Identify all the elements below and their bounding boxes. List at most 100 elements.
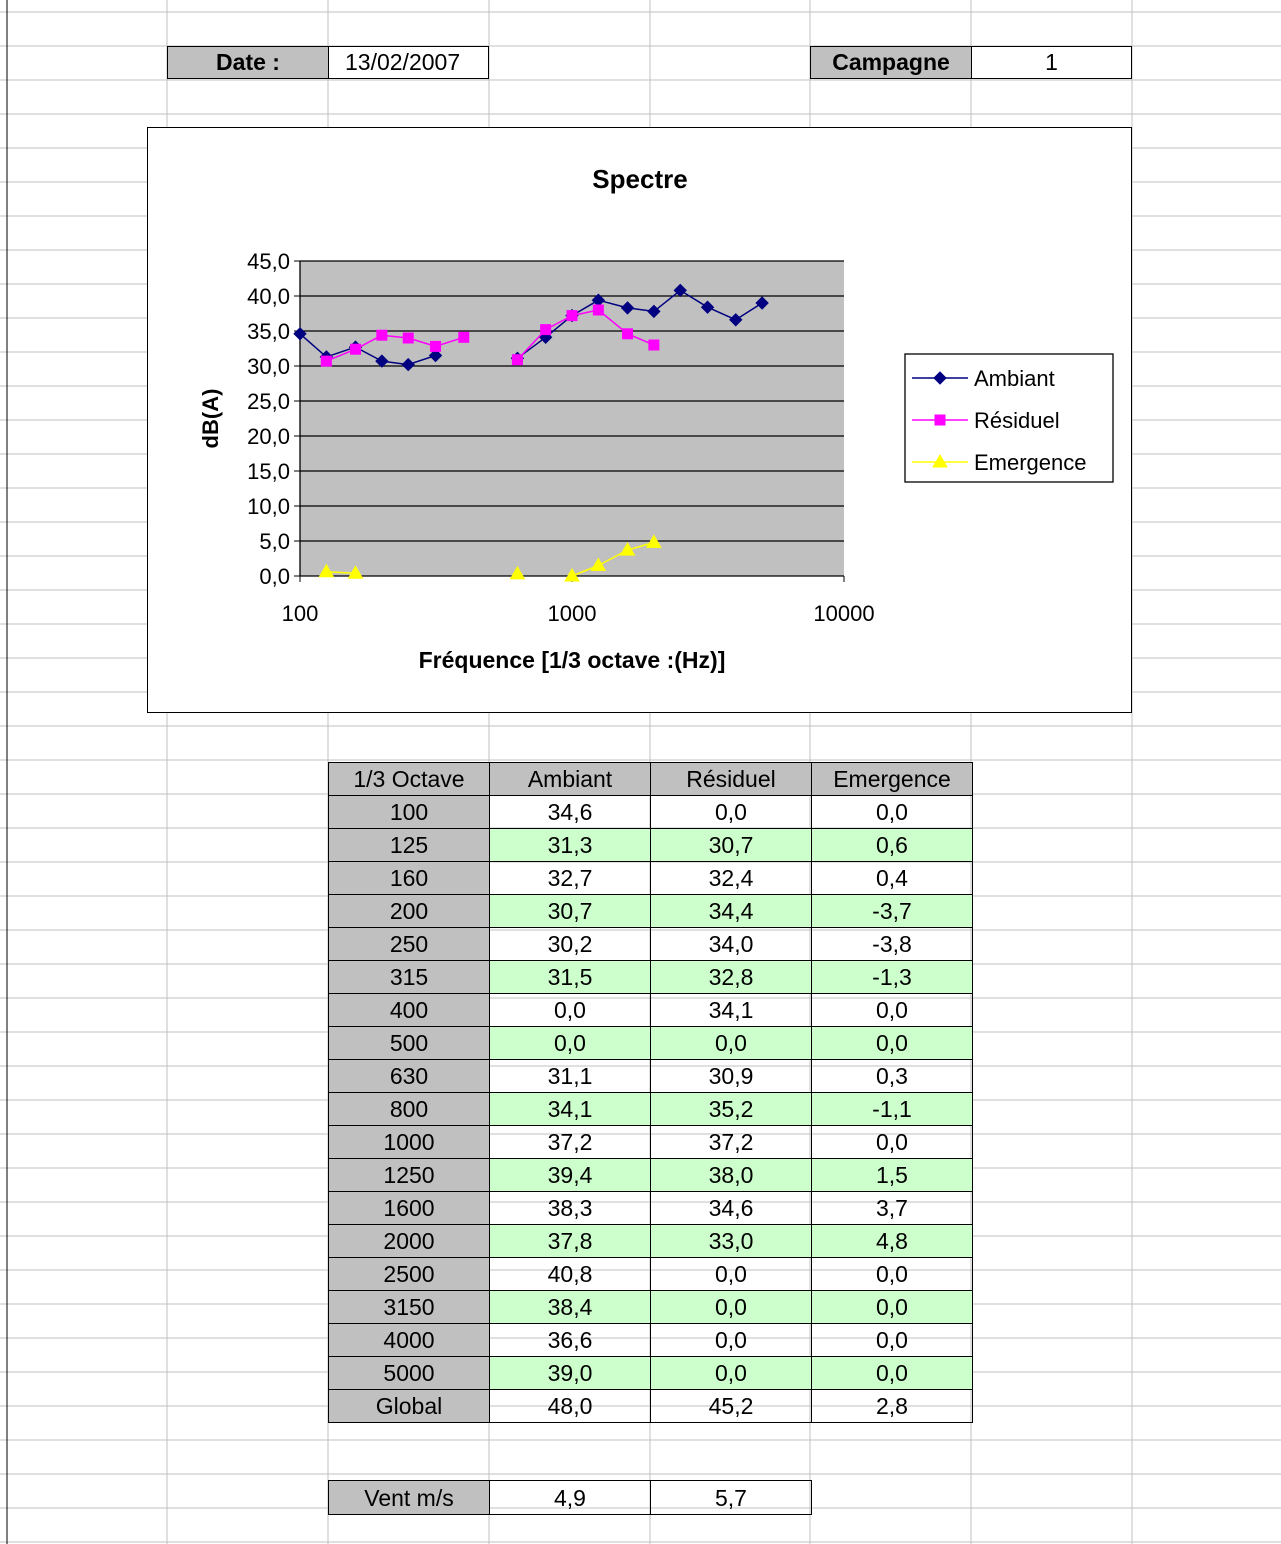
- data-point: [592, 304, 604, 316]
- table-value-cell[interactable]: 38,3: [489, 1191, 651, 1225]
- table-row: 160 32,7 32,4 0,4: [328, 861, 973, 895]
- table-value-cell[interactable]: 30,7: [650, 828, 812, 862]
- table-value-cell[interactable]: 30,2: [489, 927, 651, 961]
- table-freq-cell[interactable]: 630: [328, 1059, 490, 1093]
- table-value-cell[interactable]: 0,4: [811, 861, 973, 895]
- table-value-cell[interactable]: 31,5: [489, 960, 651, 994]
- x-tick-label: 10000: [813, 601, 874, 626]
- table-row: 400 0,0 34,1 0,0: [328, 993, 973, 1027]
- wind-residuel-value[interactable]: 5,7: [650, 1480, 812, 1515]
- table-freq-cell[interactable]: 100: [328, 795, 490, 829]
- table-freq-cell[interactable]: 5000: [328, 1356, 490, 1390]
- data-point: [755, 296, 769, 310]
- date-value[interactable]: 13/02/2007: [328, 46, 489, 79]
- table-value-cell[interactable]: 0,6: [811, 828, 973, 862]
- table-freq-cell[interactable]: 250: [328, 927, 490, 961]
- table-value-cell[interactable]: 0,0: [811, 1026, 973, 1060]
- table-value-cell[interactable]: 34,6: [489, 795, 651, 829]
- table-value-cell[interactable]: 37,2: [650, 1125, 812, 1159]
- table-value-cell[interactable]: 4,8: [811, 1224, 973, 1258]
- table-value-cell[interactable]: 48,0: [489, 1389, 651, 1423]
- table-value-cell[interactable]: 34,1: [650, 993, 812, 1027]
- table-value-cell[interactable]: 0,0: [650, 1323, 812, 1357]
- table-value-cell[interactable]: 37,8: [489, 1224, 651, 1258]
- table-value-cell[interactable]: 32,4: [650, 861, 812, 895]
- table-value-cell[interactable]: 38,4: [489, 1290, 651, 1324]
- table-value-cell[interactable]: 32,7: [489, 861, 651, 895]
- table-freq-cell[interactable]: 1000: [328, 1125, 490, 1159]
- table-value-cell[interactable]: -3,8: [811, 927, 973, 961]
- table-value-cell[interactable]: 0,0: [811, 1257, 973, 1291]
- table-value-cell[interactable]: 40,8: [489, 1257, 651, 1291]
- table-row: 200 30,7 34,4 -3,7: [328, 894, 973, 928]
- table-value-cell[interactable]: 34,0: [650, 927, 812, 961]
- table-value-cell[interactable]: 45,2: [650, 1389, 812, 1423]
- table-value-cell[interactable]: 0,0: [811, 993, 973, 1027]
- table-value-cell[interactable]: -1,3: [811, 960, 973, 994]
- table-freq-cell[interactable]: 3150: [328, 1290, 490, 1324]
- table-freq-cell[interactable]: 500: [328, 1026, 490, 1060]
- table-value-cell[interactable]: 33,0: [650, 1224, 812, 1258]
- table-value-cell[interactable]: 34,6: [650, 1191, 812, 1225]
- data-point: [402, 332, 414, 344]
- table-value-cell[interactable]: 0,0: [650, 1026, 812, 1060]
- table-value-cell[interactable]: 0,0: [650, 1257, 812, 1291]
- table-value-cell[interactable]: 0,0: [650, 1356, 812, 1390]
- table-freq-cell[interactable]: 4000: [328, 1323, 490, 1357]
- table-freq-cell[interactable]: 1600: [328, 1191, 490, 1225]
- data-point: [619, 542, 636, 556]
- legend-marker: [934, 414, 946, 426]
- table-value-cell[interactable]: 38,0: [650, 1158, 812, 1192]
- table-value-cell[interactable]: -3,7: [811, 894, 973, 928]
- campaign-value[interactable]: 1: [971, 46, 1132, 79]
- table-value-cell[interactable]: 0,0: [811, 1323, 973, 1357]
- table-value-cell[interactable]: 0,0: [650, 795, 812, 829]
- series-line-segment: [653, 289, 681, 312]
- table-value-cell[interactable]: 31,3: [489, 828, 651, 862]
- date-label: Date :: [167, 46, 329, 79]
- table-row: 2500 40,8 0,0 0,0: [328, 1257, 973, 1291]
- table-value-cell[interactable]: 0,0: [811, 795, 973, 829]
- table-freq-cell[interactable]: 2000: [328, 1224, 490, 1258]
- spectrum-chart[interactable]: Spectre 0,0 5,0 10,0 15,0 20,0 25,0 30,0 35,0 40,…: [147, 127, 1132, 713]
- table-freq-cell[interactable]: 160: [328, 861, 490, 895]
- table-value-cell[interactable]: 0,0: [650, 1290, 812, 1324]
- table-header-1: Ambiant: [489, 762, 651, 796]
- table-value-cell[interactable]: 30,7: [489, 894, 651, 928]
- table-value-cell[interactable]: 0,0: [489, 1026, 651, 1060]
- table-freq-cell[interactable]: 1250: [328, 1158, 490, 1192]
- table-value-cell[interactable]: 31,1: [489, 1059, 651, 1093]
- table-value-cell[interactable]: 0,0: [489, 993, 651, 1027]
- table-value-cell[interactable]: 3,7: [811, 1191, 973, 1225]
- table-row: 2000 37,8 33,0 4,8: [328, 1224, 973, 1258]
- table-value-cell[interactable]: 0,0: [811, 1356, 973, 1390]
- table-value-cell[interactable]: 34,4: [650, 894, 812, 928]
- table-value-cell[interactable]: 39,4: [489, 1158, 651, 1192]
- table-freq-cell[interactable]: Global: [328, 1389, 490, 1423]
- table-freq-cell[interactable]: 800: [328, 1092, 490, 1126]
- table-freq-cell[interactable]: 315: [328, 960, 490, 994]
- table-value-cell[interactable]: 0,0: [811, 1290, 973, 1324]
- table-value-cell[interactable]: 32,8: [650, 960, 812, 994]
- table-value-cell[interactable]: 39,0: [489, 1356, 651, 1390]
- table-value-cell[interactable]: 34,1: [489, 1092, 651, 1126]
- table-value-cell[interactable]: 35,2: [650, 1092, 812, 1126]
- table-value-cell[interactable]: 2,8: [811, 1389, 973, 1423]
- table-row: 315 31,5 32,8 -1,3: [328, 960, 973, 994]
- data-point: [540, 324, 552, 336]
- table-value-cell[interactable]: 0,3: [811, 1059, 973, 1093]
- table-value-cell[interactable]: -1,1: [811, 1092, 973, 1126]
- data-point: [350, 343, 362, 355]
- wind-ambiant-value[interactable]: 4,9: [489, 1480, 651, 1515]
- table-value-cell[interactable]: 30,9: [650, 1059, 812, 1093]
- table-value-cell[interactable]: 1,5: [811, 1158, 973, 1192]
- series-line-segment: [326, 571, 356, 574]
- table-value-cell[interactable]: 37,2: [489, 1125, 651, 1159]
- table-freq-cell[interactable]: 400: [328, 993, 490, 1027]
- table-freq-cell[interactable]: 2500: [328, 1257, 490, 1291]
- table-freq-cell[interactable]: 200: [328, 894, 490, 928]
- table-freq-cell[interactable]: 125: [328, 828, 490, 862]
- table-value-cell[interactable]: 0,0: [811, 1125, 973, 1159]
- campaign-label: Campagne: [810, 46, 972, 79]
- table-value-cell[interactable]: 36,6: [489, 1323, 651, 1357]
